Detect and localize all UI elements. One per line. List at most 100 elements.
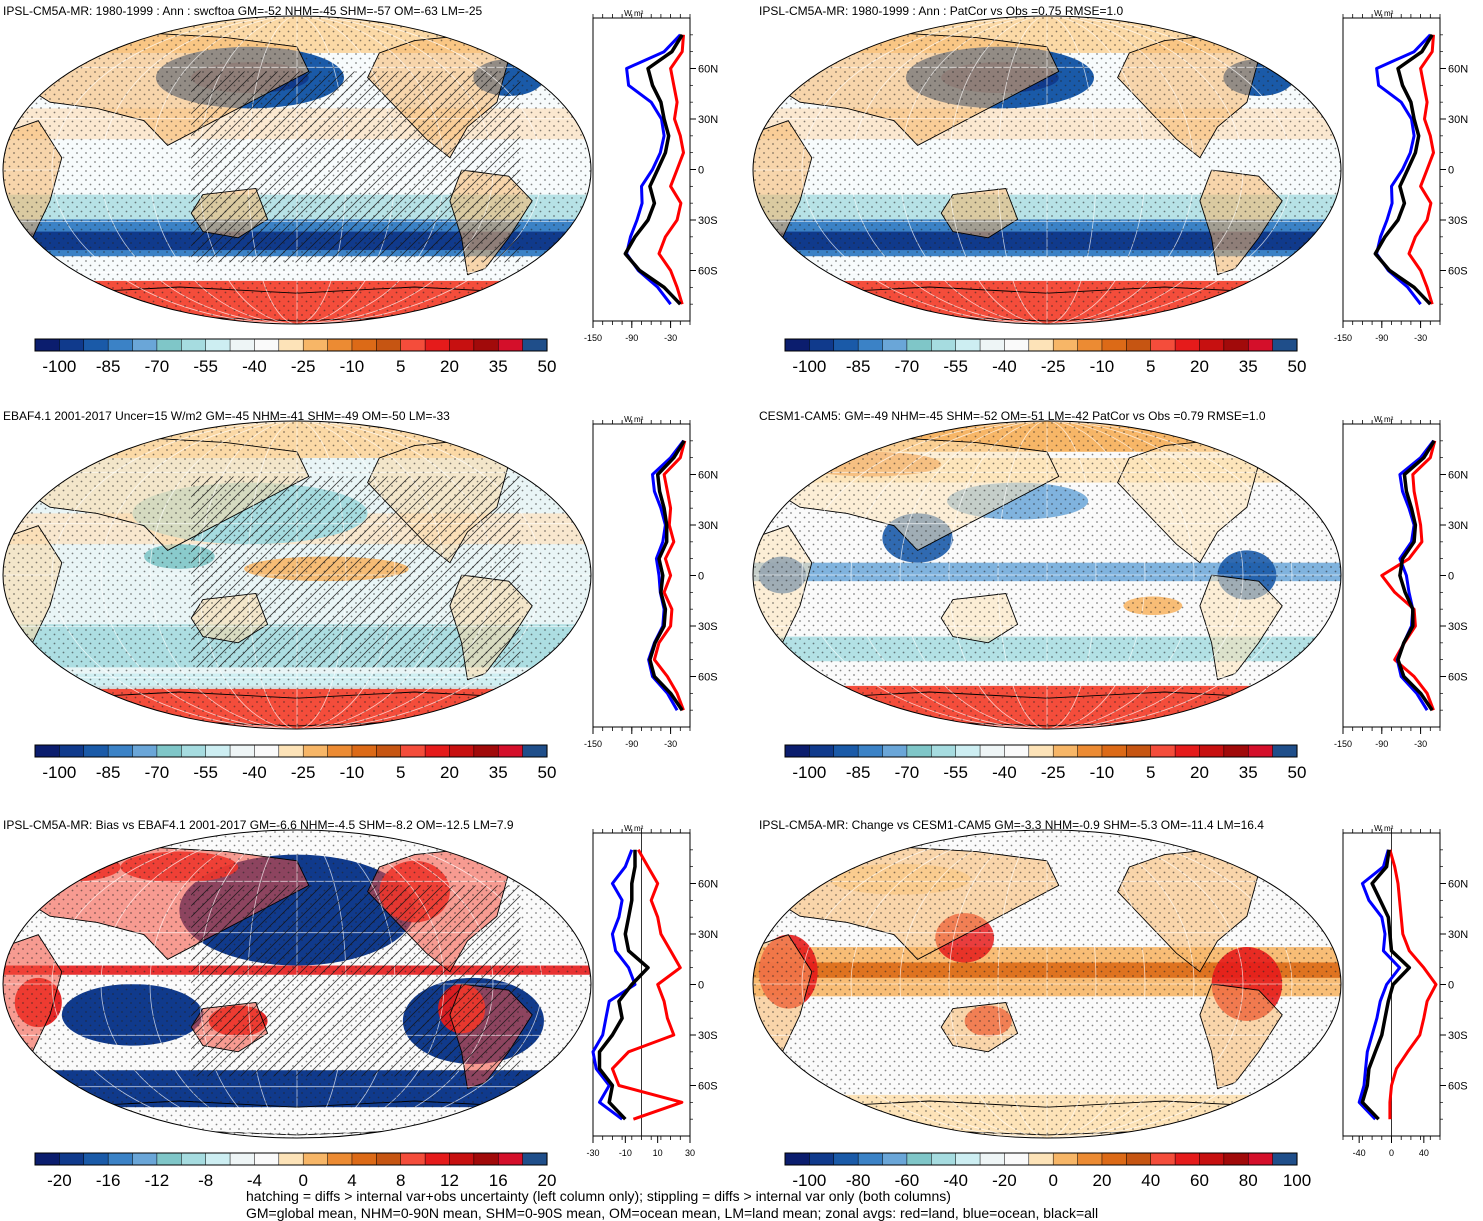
colorbar-cell [205, 1152, 231, 1166]
colorbar-label: 8 [396, 1171, 405, 1190]
colorbar-label: 40 [1141, 1171, 1160, 1190]
colorbar-cell [1199, 338, 1225, 352]
colorbar-label: -70 [145, 357, 170, 376]
colorbar-label: -25 [291, 357, 316, 376]
colorbar-cell [882, 338, 908, 352]
colorbar-label: -85 [846, 357, 871, 376]
zonal-xtick-label: -150 [584, 739, 602, 749]
panel-title: IPSL-CM5A-MR: Bias vs EBAF4.1 2001-2017 … [3, 818, 514, 832]
colorbar-cell [1101, 338, 1127, 352]
panel-title: EBAF4.1 2001-2017 Uncer=15 W/m2 GM=-45 N… [3, 409, 450, 423]
colorbar-label: 60 [1190, 1171, 1209, 1190]
colorbar-label: 20 [440, 763, 459, 782]
colorbar-cell [931, 1152, 957, 1166]
colorbar-cell [132, 744, 158, 758]
colorbar-cell [1247, 744, 1274, 758]
zonal-lat-label: 60S [698, 266, 718, 278]
colorbar-cell [229, 338, 255, 352]
colorbar-label: -16 [96, 1171, 121, 1190]
colorbar-cell [205, 744, 231, 758]
colorbar-cell [1052, 338, 1079, 352]
zonal-lat-label: 30N [1448, 520, 1468, 532]
zonal-xtick-label: -90 [625, 333, 638, 343]
colorbar-cell [351, 1152, 377, 1166]
colorbar-2: -100 -85 -70 -55 -40 -25 -10 5 20 35 50 [784, 338, 1307, 376]
colorbar-label: 50 [538, 357, 557, 376]
zonal-lat-label: 0 [1448, 980, 1454, 992]
colorbar-cell [83, 1152, 109, 1166]
colorbar-cell [1101, 1152, 1127, 1166]
colorbar-cell [473, 338, 499, 352]
zonal-unit: W m² [1374, 9, 1393, 18]
zonal-frame [592, 423, 691, 728]
colorbar-cell [497, 338, 524, 352]
colorbar-cell [906, 338, 932, 352]
colorbar-cell [955, 744, 981, 758]
colorbar-cell [1223, 1152, 1249, 1166]
colorbar-cell [1101, 744, 1127, 758]
zonal-xtick-label: 30 [685, 1148, 695, 1158]
zonal-lat-label: 60S [698, 672, 718, 684]
colorbar-label: -100 [792, 763, 826, 782]
map-border [2, 420, 592, 730]
colorbar-cell [327, 744, 353, 758]
colorbar-cell [1052, 1152, 1079, 1166]
colorbar-label: -40 [242, 763, 267, 782]
zonal-lat-label: 60S [698, 1081, 718, 1093]
zonal-xtick-label: -150 [584, 333, 602, 343]
colorbar-cell [449, 1152, 475, 1166]
colorbar-label: 50 [538, 763, 557, 782]
colorbar-label: -85 [96, 763, 121, 782]
colorbar-cell [931, 338, 957, 352]
zonal-lat-label: 0 [1448, 165, 1454, 177]
colorbar-label: -100 [792, 357, 826, 376]
colorbar-cell [1028, 1152, 1054, 1166]
colorbar-label: 50 [1288, 357, 1307, 376]
colorbar-cell [254, 1152, 280, 1166]
colorbar-cell [833, 744, 859, 758]
colorbar-cell [1004, 1152, 1030, 1166]
zonal-xtick-label: -30 [1414, 739, 1427, 749]
map-border [2, 829, 592, 1139]
colorbar-cell [882, 1152, 908, 1166]
zonal-lat-label: 30S [1448, 215, 1468, 227]
colorbar-cell [351, 744, 377, 758]
colorbar-3: -100 -85 -70 -55 -40 -25 -10 5 20 35 50 [34, 744, 557, 782]
colorbar-cell [497, 1152, 524, 1166]
zonal-series-land [1380, 440, 1437, 711]
zonal-mean-4: W m² -150 -90 -30 60N 30N 0 30S 60S [1334, 415, 1468, 749]
zonal-mean-5: W m² -30 -10 10 30 60N 30N 0 30S 60S [586, 824, 718, 1158]
zonal-xtick-label: -30 [664, 333, 677, 343]
zonal-lat-label: 60N [698, 64, 718, 76]
zonal-xtick-label: -150 [1334, 739, 1352, 749]
colorbar-label: -25 [1041, 763, 1066, 782]
zonal-xtick-label: -30 [586, 1148, 599, 1158]
colorbar-label: -10 [340, 357, 365, 376]
colorbar-label: -55 [943, 357, 968, 376]
colorbar-label: -60 [895, 1171, 920, 1190]
zonal-lat-label: 30S [698, 1030, 718, 1042]
colorbar-cell [1150, 744, 1176, 758]
colorbar-cell [327, 338, 353, 352]
zonal-lat-label: 30S [1448, 621, 1468, 633]
colorbar-cell [376, 338, 402, 352]
colorbar-label: 5 [396, 763, 405, 782]
colorbar-cell [351, 338, 377, 352]
map-1 [2, 15, 592, 325]
colorbar-label: -25 [291, 763, 316, 782]
colorbar-label: 20 [440, 357, 459, 376]
colorbar-label: 12 [440, 1171, 459, 1190]
colorbar-label: -85 [96, 357, 121, 376]
colorbar-cell [955, 1152, 981, 1166]
colorbar-6: -100 -80 -60 -40 -20 0 20 40 60 80 100 [784, 1152, 1311, 1190]
zonal-lat-label: 30N [698, 114, 718, 126]
stippling [753, 421, 1341, 729]
colorbar-1: -100 -85 -70 -55 -40 -25 -10 5 20 35 50 [34, 338, 557, 376]
colorbar-cell [1174, 1152, 1201, 1166]
colorbar-cell [1174, 744, 1201, 758]
colorbar-cell [809, 1152, 835, 1166]
hatching [191, 885, 521, 1077]
colorbar-label: 50 [1288, 763, 1307, 782]
colorbar-cell [1004, 338, 1030, 352]
